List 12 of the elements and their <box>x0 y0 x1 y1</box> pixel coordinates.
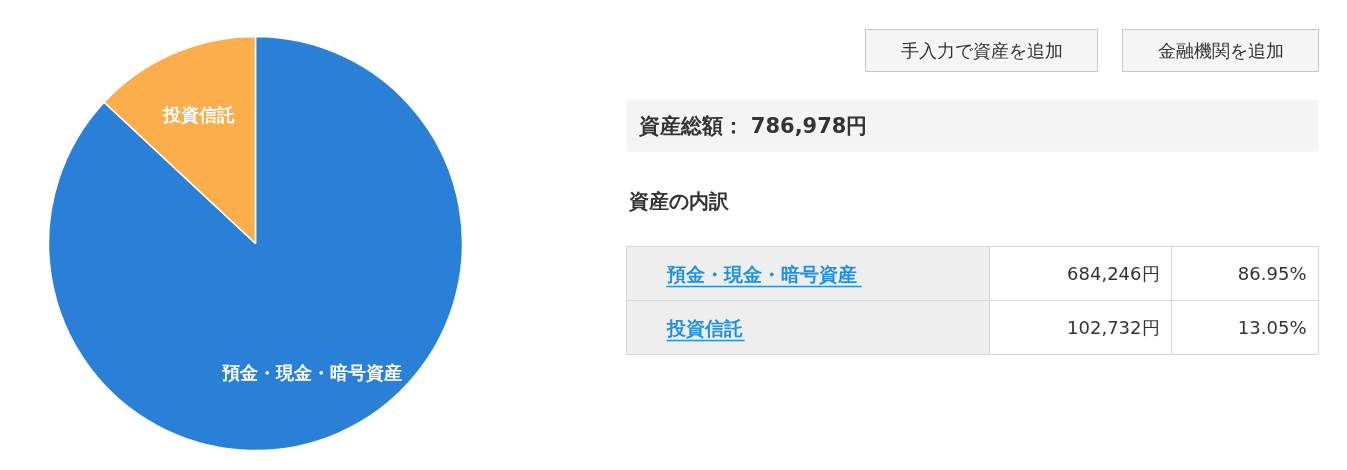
category-label: 投資信託 <box>666 316 743 339</box>
text: 684,246円 <box>1067 263 1160 284</box>
text: 金融機関を追加 <box>1157 40 1284 61</box>
text: 資産総額： 786,978円 <box>637 113 868 138</box>
slice-label: 投資信託 <box>162 103 236 125</box>
text: 13.05% <box>1237 317 1307 338</box>
category-label: 預金・現金・暗号資産 <box>666 262 857 285</box>
text: 資産の内訳 <box>627 188 730 213</box>
text: 102,732円 <box>1067 317 1160 338</box>
text: 手入力で資産を追加 <box>900 40 1063 61</box>
text: 86.95% <box>1237 263 1307 284</box>
slice-label: 預金・現金・暗号資産 <box>220 362 402 384</box>
